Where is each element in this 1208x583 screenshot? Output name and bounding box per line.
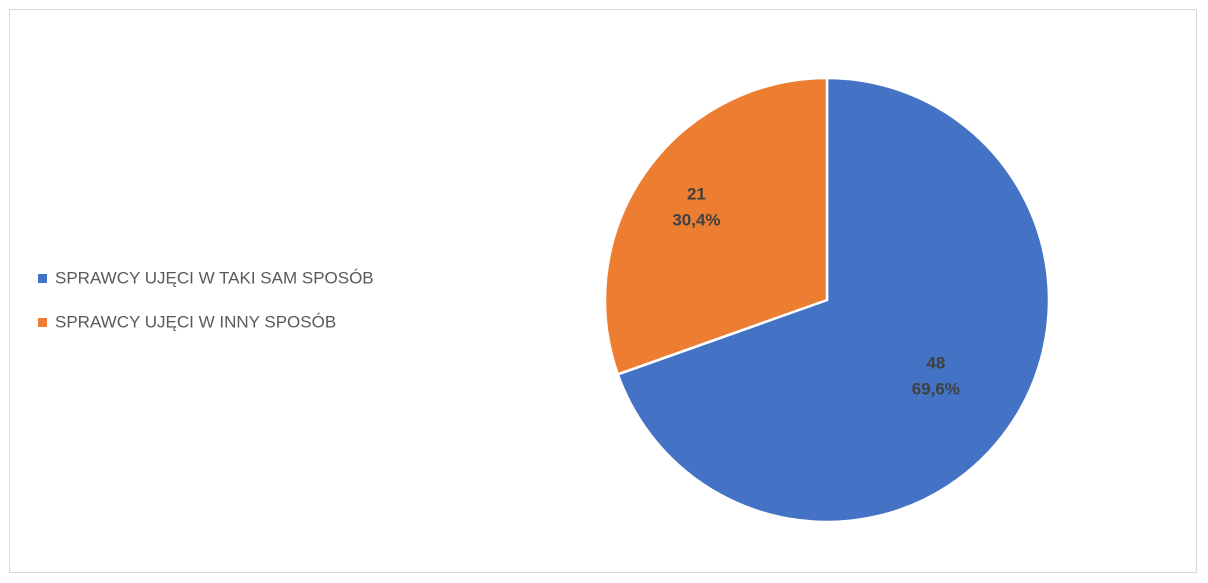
legend-label: SPRAWCY UJĘCI W TAKI SAM SPOSÓB: [55, 268, 374, 287]
legend-swatch: [38, 274, 47, 283]
pie-slice: [616, 76, 1051, 524]
data-label: 21: [687, 184, 706, 203]
legend-label: SPRAWCY UJĘCI W INNY SPOSÓB: [55, 312, 336, 331]
data-label-percent: 30,4%: [672, 210, 720, 229]
legend-swatch: [38, 318, 47, 327]
data-label: 48: [926, 353, 945, 372]
data-label-percent: 69,6%: [912, 379, 960, 398]
pie-slice: [603, 76, 829, 376]
